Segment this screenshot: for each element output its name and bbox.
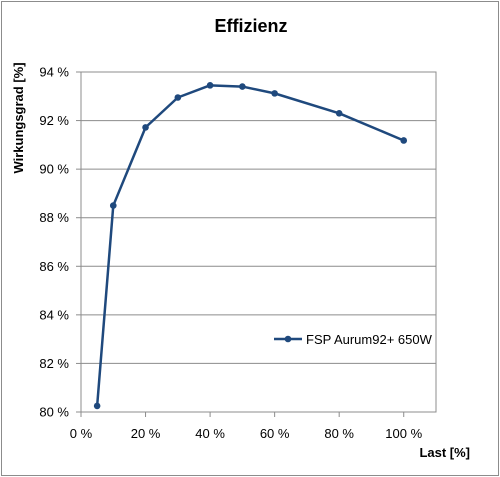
data-point <box>109 202 117 209</box>
data-point <box>239 83 246 90</box>
series-layer <box>93 82 408 410</box>
y-tick-label: 92 % <box>39 113 69 128</box>
x-axis-ticks: 0 % 20 % 40 % 60 % 80 % 100 % <box>70 412 423 441</box>
series-line <box>95 84 405 407</box>
y-tick-label: 84 % <box>39 307 69 322</box>
data-point <box>142 124 149 131</box>
plot-area-border <box>80 71 437 413</box>
data-point <box>93 402 101 410</box>
y-axis-title: Wirkungsgrad [%] <box>11 62 26 173</box>
x-tick-label: 40 % <box>195 426 225 441</box>
x-tick-label: 20 % <box>131 426 161 441</box>
data-point <box>335 109 343 117</box>
legend: FSP Aurum92+ 650W <box>274 332 433 347</box>
y-tick-label: 94 % <box>39 65 69 80</box>
y-tick-label: 86 % <box>39 259 69 274</box>
data-point <box>206 82 214 89</box>
y-tick-label: 82 % <box>39 356 69 371</box>
y-tick-label: 90 % <box>39 162 69 177</box>
chart-title: Effizienz <box>214 16 287 36</box>
x-tick-label: 80 % <box>324 426 354 441</box>
y-tick-label: 80 % <box>39 405 69 420</box>
legend-marker <box>284 335 292 343</box>
data-point <box>174 94 182 101</box>
x-tick-label: 100 % <box>385 426 422 441</box>
x-tick-label: 0 % <box>70 426 93 441</box>
x-tick-label: 60 % <box>260 426 290 441</box>
data-point <box>271 90 278 97</box>
data-point <box>400 137 408 144</box>
y-axis-ticks: 80 % 82 % 84 % 86 % 88 % 90 % 92 % 94 % <box>39 65 81 420</box>
y-tick-label: 88 % <box>39 210 69 225</box>
gridlines <box>81 120 436 364</box>
legend-label: FSP Aurum92+ 650W <box>306 332 433 347</box>
x-axis-title: Last [%] <box>419 445 470 460</box>
